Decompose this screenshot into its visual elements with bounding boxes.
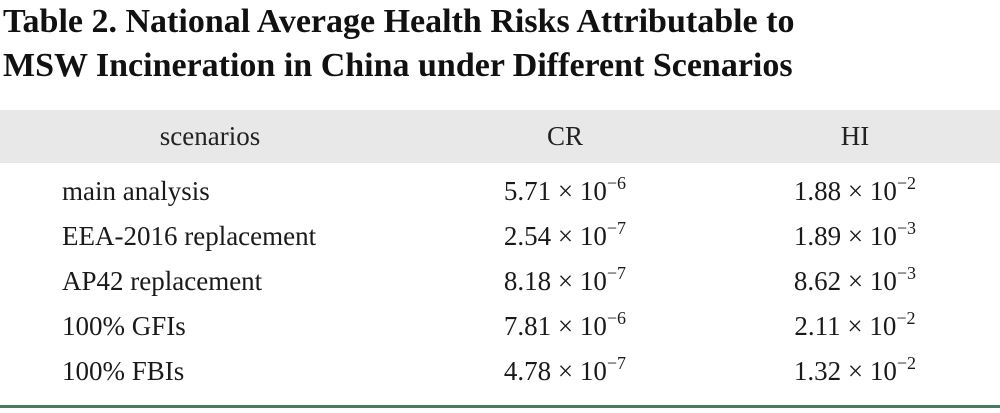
hi-cell: 2.11 × 10−2 <box>710 304 1000 349</box>
table-caption: Table 2. National Average Health Risks A… <box>3 0 998 88</box>
cr-exponent: −6 <box>606 308 627 328</box>
table-row: EEA-2016 replacement 2.54 × 10−7 1.89 × … <box>0 214 1000 259</box>
scenario-cell: EEA-2016 replacement <box>62 221 317 251</box>
cr-cell: 5.71 × 10−6 <box>420 163 710 214</box>
hi-mantissa: 1.88 × 10 <box>793 176 897 206</box>
column-header-cr: CR <box>546 121 584 151</box>
cr-exponent: −7 <box>606 263 627 283</box>
table-row: AP42 replacement 8.18 × 10−7 8.62 × 10−3 <box>0 259 1000 304</box>
health-risk-table-container: scenarios CR HI main analysis 5.71 × 10−… <box>0 110 1000 394</box>
scenario-cell: 100% GFIs <box>62 311 186 341</box>
cr-cell: 2.54 × 10−7 <box>420 214 710 259</box>
hi-mantissa: 1.32 × 10 <box>793 356 897 386</box>
table-header-row: scenarios CR HI <box>0 110 1000 163</box>
hi-exponent: −2 <box>896 353 917 373</box>
cr-exponent: −6 <box>606 173 627 193</box>
hi-mantissa: 8.62 × 10 <box>793 266 897 296</box>
scenario-cell: main analysis <box>62 176 210 206</box>
cr-cell: 7.81 × 10−6 <box>420 304 710 349</box>
cr-mantissa: 4.78 × 10 <box>503 356 607 386</box>
column-header-scenarios: scenarios <box>159 121 261 151</box>
cr-exponent: −7 <box>606 353 627 373</box>
scenario-cell: AP42 replacement <box>62 266 263 296</box>
hi-mantissa: 2.11 × 10 <box>794 311 897 341</box>
table-row: 100% FBIs 4.78 × 10−7 1.32 × 10−2 <box>0 349 1000 394</box>
cr-mantissa: 5.71 × 10 <box>503 176 607 206</box>
health-risk-table: scenarios CR HI main analysis 5.71 × 10−… <box>0 110 1000 394</box>
table-row: 100% GFIs 7.81 × 10−6 2.11 × 10−2 <box>0 304 1000 349</box>
table-bottom-rule <box>0 405 1000 408</box>
hi-cell: 1.32 × 10−2 <box>710 349 1000 394</box>
hi-cell: 1.89 × 10−3 <box>710 214 1000 259</box>
hi-exponent: −3 <box>896 218 917 238</box>
hi-exponent: −2 <box>896 308 916 328</box>
hi-exponent: −2 <box>896 173 917 193</box>
caption-line-1: Table 2. National Average Health Risks A… <box>3 3 795 40</box>
cr-mantissa: 8.18 × 10 <box>503 266 607 296</box>
caption-line-2: MSW Incineration in China under Differen… <box>3 47 793 84</box>
column-header-hi: HI <box>840 121 870 151</box>
hi-cell: 8.62 × 10−3 <box>710 259 1000 304</box>
hi-exponent: −3 <box>896 263 917 283</box>
cr-cell: 4.78 × 10−7 <box>420 349 710 394</box>
cr-mantissa: 2.54 × 10 <box>503 221 607 251</box>
scenario-cell: 100% FBIs <box>62 356 185 386</box>
hi-cell: 1.88 × 10−2 <box>710 163 1000 214</box>
cr-exponent: −7 <box>606 218 627 238</box>
cr-mantissa: 7.81 × 10 <box>503 311 607 341</box>
table-row: main analysis 5.71 × 10−6 1.88 × 10−2 <box>0 163 1000 214</box>
cr-cell: 8.18 × 10−7 <box>420 259 710 304</box>
hi-mantissa: 1.89 × 10 <box>793 221 897 251</box>
